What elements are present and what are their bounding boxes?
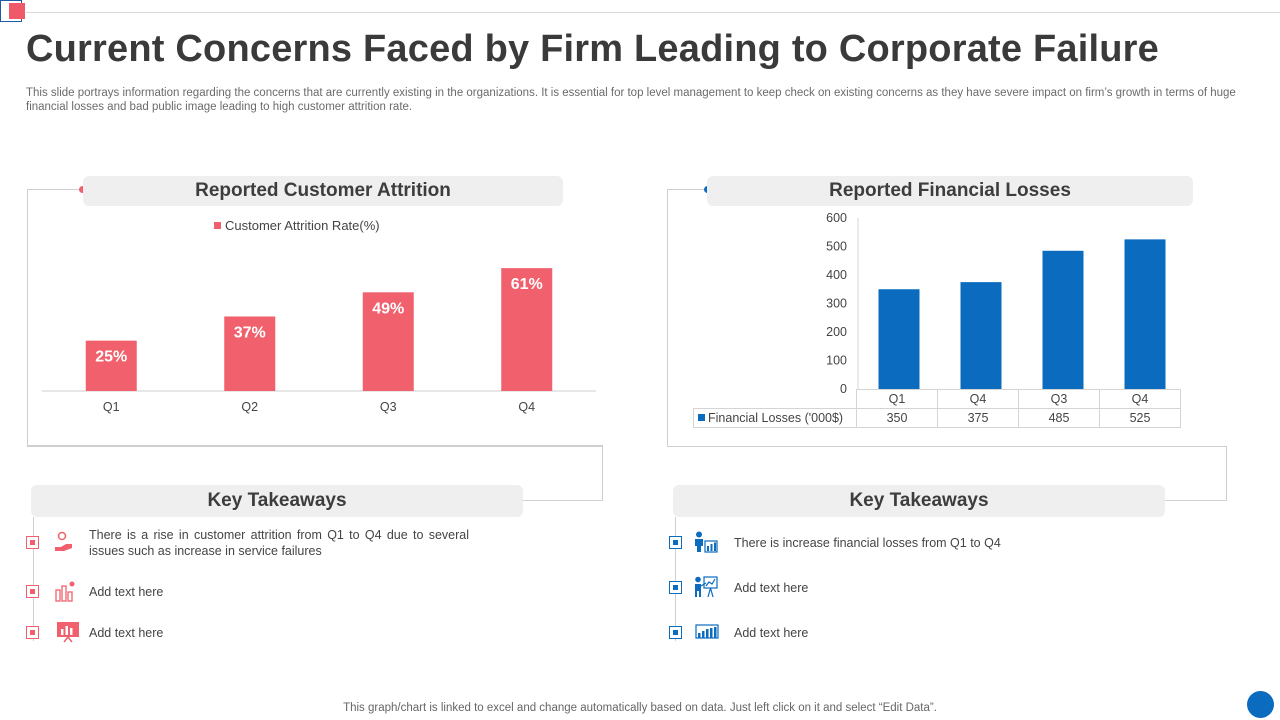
left-checkbox-2[interactable] [26,585,39,598]
losses-table-cat: Q3 [1018,389,1100,409]
losses-y-tick-label: 300 [826,297,847,311]
right-checkbox-3[interactable] [669,626,682,639]
customer-hand-icon [55,531,72,551]
right-takeaways-title: Key Takeaways [673,485,1165,517]
right-checkbox-1[interactable] [669,536,682,549]
attrition-legend-label: Customer Attrition Rate(%) [225,218,380,233]
losses-table-cat: Q4 [937,389,1019,409]
attrition-connector-foot [522,500,603,501]
left-takeaway-text-3: Add text here [89,626,164,640]
left-takeaways-title: Key Takeaways [31,485,523,517]
losses-bar [960,282,1002,389]
page-subtitle: This slide portrays information regardin… [26,87,1236,113]
losses-y-tick-label: 200 [826,325,847,339]
attrition-frame-top-line [27,189,83,190]
page-title: Current Concerns Faced by Firm Leading t… [26,28,1159,70]
right-takeaway-text-3: Add text here [734,626,809,640]
attrition-legend-swatch [214,222,221,229]
losses-y-tick-label: 600 [826,211,847,225]
right-takeaway-text-2: Add text here [734,581,809,595]
losses-table-value: 525 [1099,408,1181,428]
losses-connector-foot [1164,500,1227,501]
losses-table-cat: Q4 [1099,389,1181,409]
person-presenting-icon [695,576,718,598]
losses-y-tick-label: 100 [826,354,847,368]
corner-logo-square [0,0,25,22]
left-checkbox-3[interactable] [26,626,39,639]
losses-table-series-label: Financial Losses ('000$) [693,408,857,428]
bar-graph-icon [695,624,719,639]
losses-frame-connector [1226,446,1227,501]
person-money-chart-icon [695,531,718,553]
losses-table-value: 375 [937,408,1019,428]
losses-frame-top-line [667,189,707,190]
losses-series-name: Financial Losses ('000$) [708,411,844,425]
losses-table-value: 485 [1018,408,1100,428]
losses-table-cat: Q1 [856,389,938,409]
slide-nav-circle[interactable] [1247,691,1274,718]
top-divider [26,12,1280,13]
losses-table-header-row: Q1 Q4 Q3 Q4 [694,389,1181,409]
losses-table-value-row: Financial Losses ('000$) 350 375 485 525 [693,408,1181,428]
losses-bar [1124,239,1166,389]
losses-y-tick-label: 500 [826,240,847,254]
losses-frame-left-line [667,189,668,446]
losses-table-value: 350 [856,408,938,428]
left-takeaway-text-2: Add text here [89,585,164,599]
footer-note: This graph/chart is linked to excel and … [343,702,937,714]
attrition-frame-bottom-line [27,446,603,447]
right-takeaway-text-1: There is increase financial losses from … [734,536,1001,550]
presentation-board-icon [57,622,79,643]
left-takeaway-text-1: There is a rise in customer attrition fr… [89,528,469,558]
attrition-title-dot [79,186,86,193]
attrition-chart-frame [27,189,603,446]
losses-bar [878,289,920,389]
losses-data-table: Q1 Q4 Q3 Q4 Financial Losses ('000$) 350… [693,389,1181,428]
attrition-chart-title: Reported Customer Attrition [83,176,563,206]
attrition-frame-connector [602,446,603,501]
right-takeaways-vline [675,517,676,641]
attrition-legend: Customer Attrition Rate(%) [214,218,380,233]
losses-chart-title: Reported Financial Losses [707,176,1193,206]
losses-legend-swatch [698,414,705,421]
losses-y-tick-label: 400 [826,268,847,282]
building-chart-icon [55,581,75,602]
losses-frame-bottom-line [667,446,1227,447]
left-takeaways-vline [33,517,34,641]
losses-bar [1042,250,1084,389]
left-checkbox-1[interactable] [26,536,39,549]
right-checkbox-2[interactable] [669,581,682,594]
